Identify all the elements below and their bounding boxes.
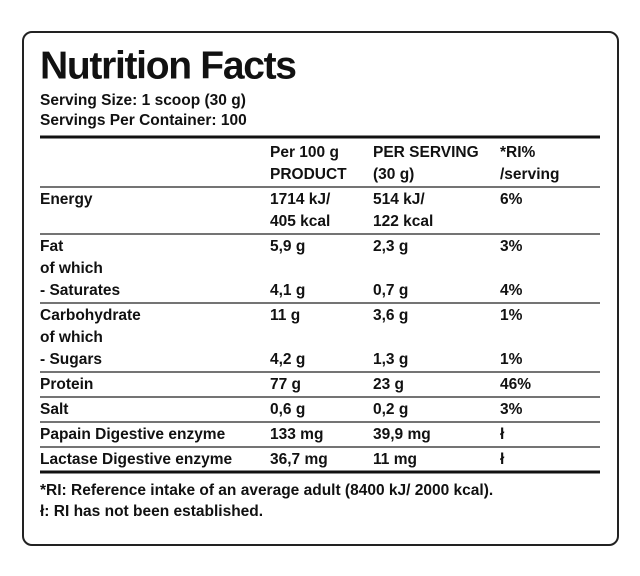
nutrient-value: 1% bbox=[500, 307, 523, 324]
nutrient-name: - Saturates bbox=[40, 282, 120, 299]
nutrient-value: 6% bbox=[500, 191, 523, 208]
label-border bbox=[22, 31, 619, 546]
column-header: PRODUCT bbox=[270, 166, 347, 183]
nutrient-name: Papain Digestive enzyme bbox=[40, 426, 226, 443]
nutrient-value: 133 mg bbox=[270, 426, 323, 443]
nutrient-name: Fat bbox=[40, 238, 63, 255]
nutrient-value: 0,2 g bbox=[373, 401, 408, 418]
nutrient-value: ł bbox=[500, 451, 505, 468]
nutrient-name: - Sugars bbox=[40, 351, 102, 368]
nutrient-value: 1,3 g bbox=[373, 351, 408, 368]
nutrient-value: 46% bbox=[500, 376, 531, 393]
column-header: /serving bbox=[500, 166, 559, 183]
title: Nutrition Facts bbox=[40, 44, 296, 87]
nutrient-value: 39,9 mg bbox=[373, 426, 431, 443]
column-header: Per 100 g bbox=[270, 144, 339, 161]
nutrient-value: 514 kJ/ bbox=[373, 191, 425, 208]
nutrient-value: 3% bbox=[500, 238, 523, 255]
nutrient-value: 122 kcal bbox=[373, 213, 433, 230]
nutrient-name: Energy bbox=[40, 191, 93, 208]
column-header: PER SERVING bbox=[373, 144, 479, 161]
nutrient-value: 23 g bbox=[373, 376, 404, 393]
nutrient-value: 4,1 g bbox=[270, 282, 305, 299]
nutrient-name: Protein bbox=[40, 376, 93, 393]
servings-per-container: Servings Per Container: 100 bbox=[40, 112, 247, 129]
nutrient-value: ł bbox=[500, 426, 505, 443]
nutrient-value: 1% bbox=[500, 351, 523, 368]
footnote: ł: RI has not been established. bbox=[40, 503, 263, 520]
nutrient-value: 36,7 mg bbox=[270, 451, 328, 468]
nutrient-value: 0,6 g bbox=[270, 401, 305, 418]
nutrient-value: 5,9 g bbox=[270, 238, 305, 255]
nutrient-value: 405 kcal bbox=[270, 213, 330, 230]
nutrient-value: 2,3 g bbox=[373, 238, 408, 255]
nutrient-value: 4,2 g bbox=[270, 351, 305, 368]
nutrient-value: 1714 kJ/ bbox=[270, 191, 331, 208]
nutrient-value: 77 g bbox=[270, 376, 301, 393]
column-header: (30 g) bbox=[373, 166, 414, 183]
serving-size: Serving Size: 1 scoop (30 g) bbox=[40, 92, 246, 109]
nutrient-name: of which bbox=[40, 329, 103, 346]
nutrient-value: 3% bbox=[500, 401, 523, 418]
nutrient-name: of which bbox=[40, 260, 103, 277]
nutrient-name: Carbohydrate bbox=[40, 307, 141, 324]
footnote: *RI: Reference intake of an average adul… bbox=[40, 482, 493, 499]
nutrient-name: Salt bbox=[40, 401, 68, 418]
nutrient-name: Lactase Digestive enzyme bbox=[40, 451, 233, 468]
nutrient-value: 0,7 g bbox=[373, 282, 408, 299]
column-header: *RI% bbox=[500, 144, 536, 161]
nutrient-value: 3,6 g bbox=[373, 307, 408, 324]
nutrient-value: 11 mg bbox=[373, 451, 417, 468]
nutrient-value: 4% bbox=[500, 282, 523, 299]
nutrient-value: 11 g bbox=[270, 307, 300, 324]
